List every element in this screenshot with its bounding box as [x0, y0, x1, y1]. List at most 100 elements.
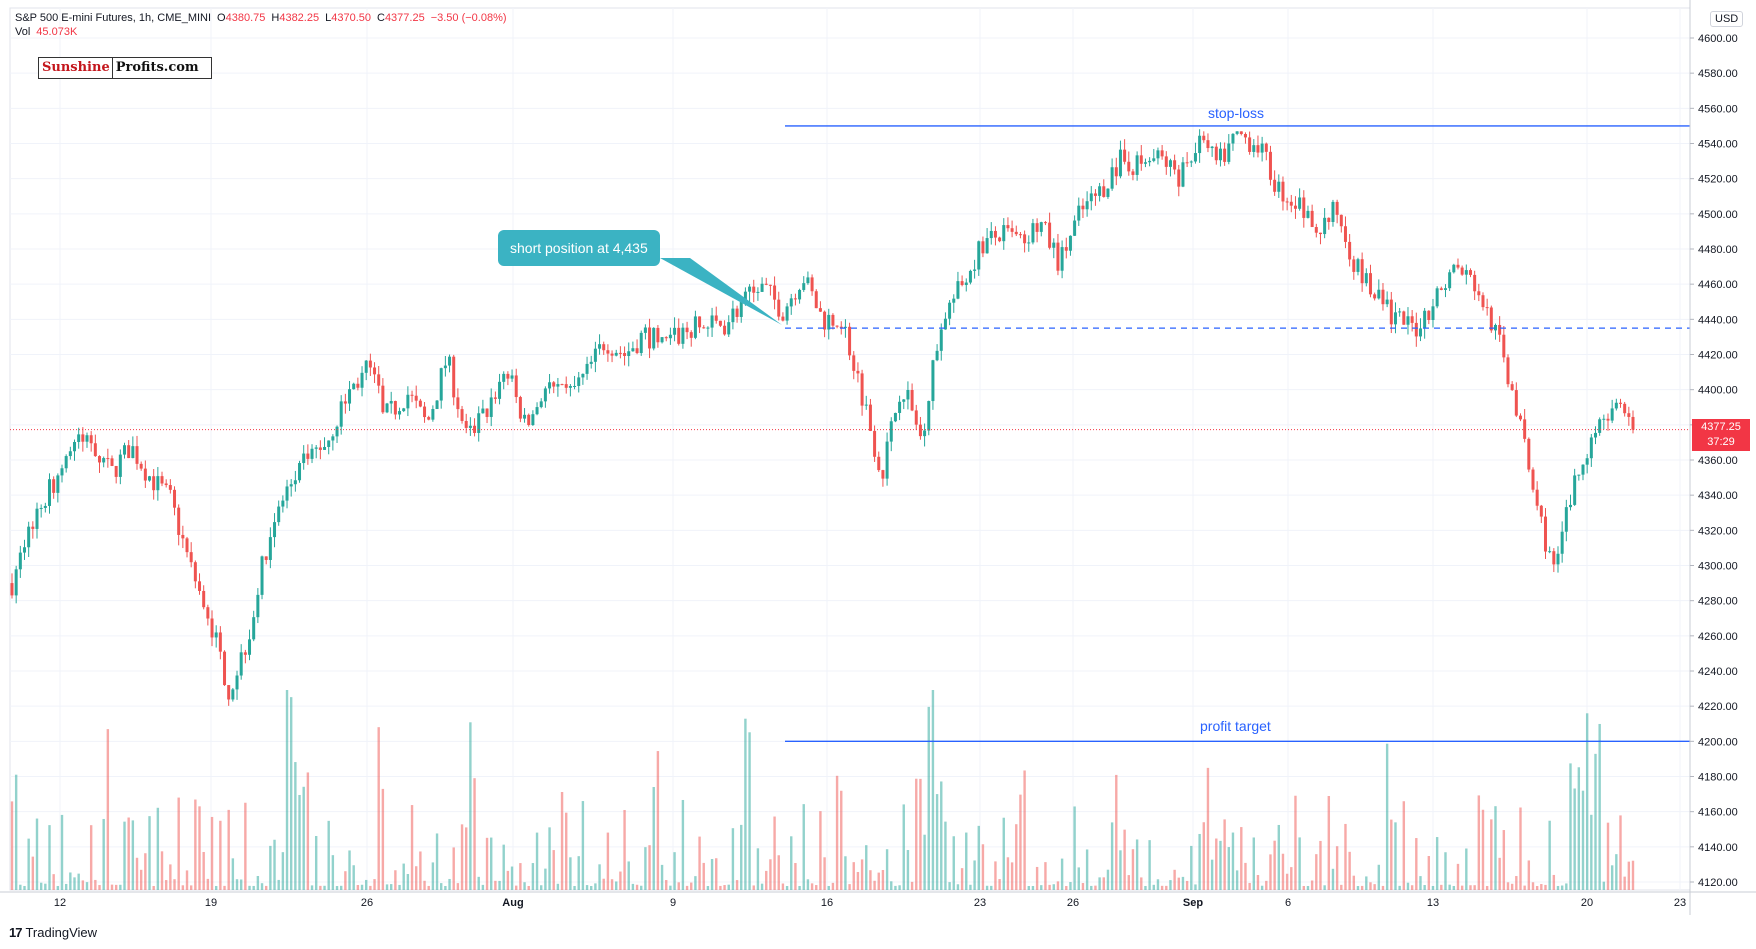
volume-bar	[398, 884, 401, 890]
volume-bar	[1498, 857, 1501, 890]
volume-bar	[1469, 885, 1472, 890]
candle-body	[306, 453, 310, 459]
candle-body	[985, 238, 989, 254]
volume-bar	[1035, 866, 1039, 890]
price-axis[interactable]: 4600.00 4580.00 4560.00 4540.00 4520.00 4500.…	[1689, 0, 1738, 915]
volume-bar	[123, 821, 126, 890]
currency-button[interactable]: USD	[1710, 11, 1744, 27]
profit-target-label[interactable]: profit target	[1200, 718, 1271, 734]
volume-bar	[469, 722, 472, 890]
volume-bar	[694, 876, 697, 890]
candle-body	[1410, 316, 1414, 323]
volume-label[interactable]: Vol	[15, 26, 31, 38]
candle-body	[1610, 408, 1614, 421]
candle-body	[552, 382, 556, 387]
symbol-title[interactable]: S&P 500 E-mini Futures, 1h, CME_MINI	[15, 12, 212, 24]
volume-bar	[1077, 867, 1080, 890]
candle-body	[981, 241, 985, 254]
candle-body	[1010, 228, 1014, 232]
volume-bar	[1352, 875, 1356, 890]
volume-bar	[1606, 822, 1610, 890]
candle-body	[898, 401, 902, 413]
candle-body	[723, 325, 727, 335]
candle-body	[635, 348, 639, 354]
volume-bar	[1140, 877, 1143, 890]
candle-body	[1331, 201, 1335, 222]
candle-body	[864, 404, 868, 406]
volume-bar	[1402, 801, 1406, 890]
time-axis[interactable]: 12 19 26 Aug 9 16 23 26 Sep 6 13 20 23	[0, 891, 1756, 909]
volume-bar	[1527, 860, 1531, 890]
candle-body	[352, 383, 356, 390]
volume-bar	[1073, 806, 1076, 890]
volume-bar	[1360, 885, 1364, 890]
candle-body	[989, 230, 993, 239]
candle-body	[1489, 307, 1493, 331]
candle-body	[35, 508, 39, 529]
volume-bar	[627, 861, 630, 890]
volume-bar	[835, 775, 839, 890]
volume-bar	[794, 863, 797, 890]
candle-body	[581, 373, 585, 378]
volume-bar	[1173, 869, 1176, 890]
candle-body	[818, 308, 822, 312]
bar-countdown: 37:29	[1707, 436, 1735, 448]
volume-bar	[323, 885, 326, 890]
volume-bar	[431, 862, 435, 890]
candle-body	[527, 414, 531, 425]
candle-body	[360, 372, 364, 388]
candle-body	[1535, 489, 1539, 506]
candle-body	[1493, 324, 1497, 331]
x-tick-label: 9	[670, 897, 676, 909]
candle-body	[977, 241, 981, 270]
y-tick-label: 4400.00	[1698, 385, 1738, 397]
volume-bar	[840, 790, 843, 890]
volume-bar	[1269, 854, 1272, 890]
candle-body	[689, 332, 693, 338]
volume-bar	[935, 794, 939, 890]
volume-bar	[1165, 885, 1168, 890]
volume-bar	[406, 874, 410, 890]
volume-bar	[1485, 885, 1489, 890]
candle-body	[1518, 415, 1522, 420]
candle-body	[1023, 234, 1027, 244]
candle-body	[752, 286, 756, 293]
candle-body	[1385, 299, 1389, 305]
volume-bar	[1156, 879, 1160, 890]
candle-body	[1027, 242, 1031, 244]
volume-bar	[577, 856, 580, 890]
candle-body	[435, 400, 439, 410]
tradingview-logo[interactable]: 17 TradingView	[9, 925, 97, 940]
candle-body	[777, 299, 781, 317]
volume-bar	[1490, 819, 1493, 890]
candle-body	[498, 381, 502, 399]
volume-bar	[369, 885, 372, 890]
candle-body	[631, 348, 635, 352]
volume-bar	[1065, 886, 1068, 890]
volume-bar	[669, 885, 672, 890]
candle-body	[823, 311, 827, 330]
volume-bar	[1585, 713, 1589, 890]
candle-body	[1289, 201, 1293, 206]
volume-bar	[873, 880, 876, 890]
candle-body	[73, 441, 77, 452]
candle-body	[1606, 418, 1610, 421]
volume-bar	[1452, 885, 1456, 890]
volume-bar	[415, 866, 418, 890]
volume-bar	[652, 787, 655, 890]
short-position-callout[interactable]: short position at 4,435	[498, 230, 660, 266]
volume-bar	[802, 804, 805, 890]
volume-bar	[85, 882, 89, 890]
candle-body	[1068, 235, 1072, 251]
volume-bar	[1306, 885, 1310, 890]
stop-loss-label[interactable]: stop-loss	[1208, 105, 1265, 121]
volume-bar	[273, 839, 276, 890]
volume-bar	[698, 836, 701, 890]
volume-bar	[1494, 806, 1497, 890]
volume-bar	[798, 885, 801, 890]
candle-body	[1139, 155, 1143, 164]
volume-bar	[1119, 850, 1122, 890]
candle-body	[414, 395, 418, 401]
volume-bar	[1577, 767, 1581, 890]
